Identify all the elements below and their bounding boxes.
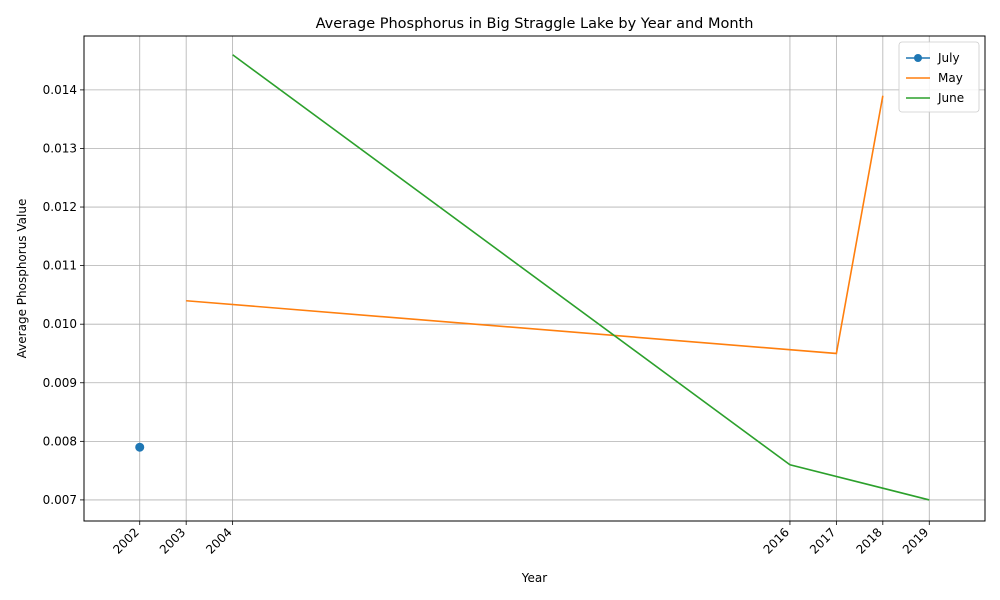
data-point-july bbox=[135, 442, 145, 452]
series-lines bbox=[135, 54, 930, 501]
plot-frame bbox=[83, 35, 986, 522]
y-tick-label: 0.012 bbox=[43, 200, 77, 214]
x-axis-label: Year bbox=[521, 571, 547, 585]
grid bbox=[84, 36, 985, 521]
chart-title: Average Phosphorus in Big Straggle Lake … bbox=[316, 16, 754, 32]
y-tick-label: 0.014 bbox=[43, 83, 77, 97]
legend-marker-july bbox=[914, 54, 922, 62]
legend-label-june: June bbox=[937, 91, 964, 105]
y-tick-label: 0.010 bbox=[43, 317, 77, 331]
series-line-june bbox=[232, 54, 930, 501]
y-tick-label: 0.011 bbox=[43, 259, 77, 273]
legend-label-may: May bbox=[938, 71, 963, 85]
y-tick-label: 0.008 bbox=[43, 434, 77, 448]
series-line-may bbox=[186, 95, 884, 355]
y-tick-label: 0.007 bbox=[43, 493, 77, 507]
y-tick-label: 0.009 bbox=[43, 376, 77, 390]
legend: July May June bbox=[898, 41, 980, 113]
y-axis-label: Average Phosphorus Value bbox=[15, 199, 29, 359]
y-tick-label: 0.013 bbox=[43, 141, 77, 155]
legend-label-july: July bbox=[937, 51, 960, 65]
